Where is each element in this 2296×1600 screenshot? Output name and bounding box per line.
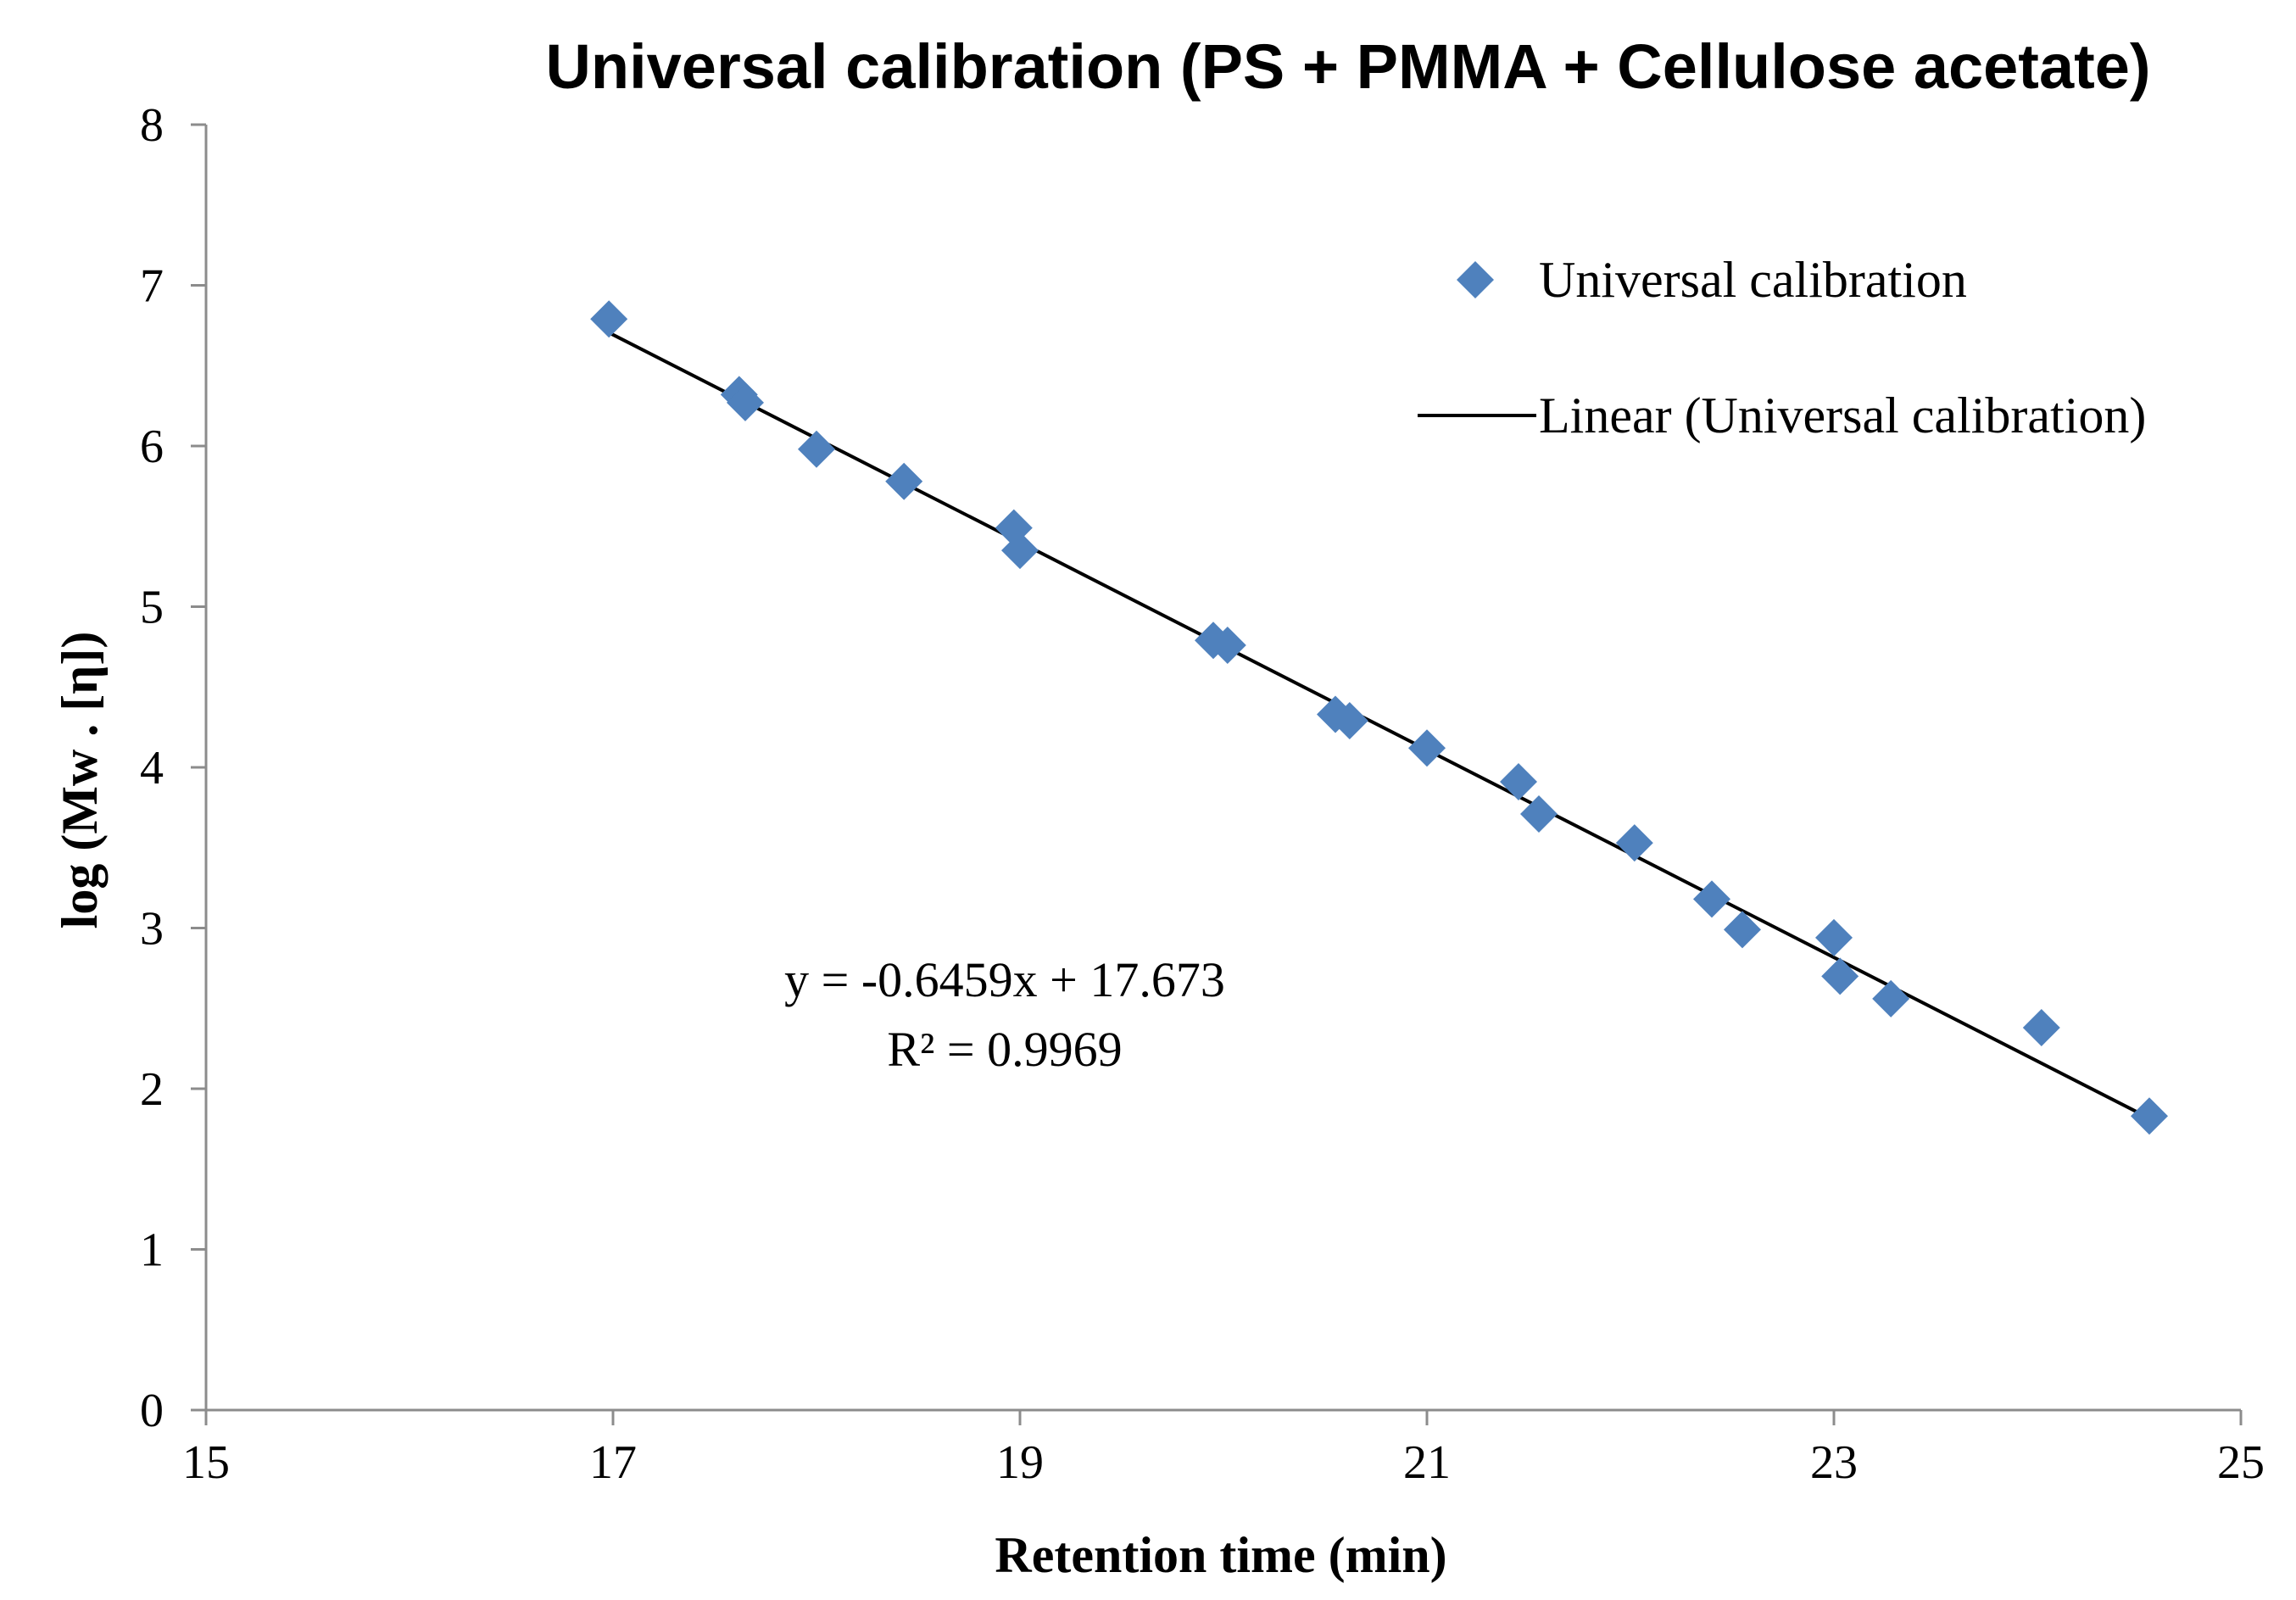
x-tick-label: 21 bbox=[1403, 1436, 1451, 1489]
x-tick-label: 15 bbox=[182, 1436, 230, 1489]
chart-title: Universal calibration (PS + PMMA + Cellu… bbox=[545, 31, 2150, 102]
data-point bbox=[1821, 957, 1859, 995]
data-point bbox=[1724, 911, 1761, 949]
data-point bbox=[1693, 880, 1730, 918]
data-point bbox=[1520, 794, 1558, 833]
x-tick-label: 25 bbox=[2217, 1436, 2265, 1489]
x-tick-label: 23 bbox=[1810, 1436, 1858, 1489]
legend-label-line: Linear (Universal calibration) bbox=[1539, 387, 2146, 443]
legend: Universal calibration Linear (Universal … bbox=[1418, 252, 2146, 443]
data-point bbox=[1408, 729, 1446, 767]
x-tick-label: 19 bbox=[996, 1436, 1044, 1489]
data-point bbox=[1208, 626, 1246, 664]
y-tick-label: 5 bbox=[140, 582, 164, 634]
r-squared-annotation: R² = 0.9969 bbox=[887, 1022, 1122, 1077]
data-point bbox=[1815, 918, 1853, 956]
data-point bbox=[1872, 979, 1910, 1017]
data-point bbox=[885, 462, 923, 500]
legend-marker-scatter bbox=[1457, 261, 1494, 298]
data-point bbox=[1615, 824, 1653, 862]
y-axis-label: log (Mw . [η]) bbox=[52, 632, 108, 929]
y-tick-label: 0 bbox=[140, 1385, 164, 1437]
data-point bbox=[2022, 1008, 2060, 1046]
y-tick-label: 6 bbox=[140, 421, 164, 473]
data-point bbox=[1001, 532, 1039, 570]
legend-label-scatter: Universal calibration bbox=[1539, 252, 1967, 308]
y-tick-label: 8 bbox=[140, 99, 164, 152]
data-point bbox=[727, 383, 764, 421]
data-points bbox=[590, 300, 2168, 1135]
y-tick-label: 1 bbox=[140, 1224, 164, 1277]
y-tick-label: 7 bbox=[140, 260, 164, 313]
data-point bbox=[798, 430, 835, 468]
x-axis-label: Retention time (min) bbox=[995, 1527, 1446, 1583]
y-tick-label: 4 bbox=[140, 742, 164, 794]
data-point bbox=[1500, 763, 1537, 801]
x-tick-label: 17 bbox=[589, 1436, 637, 1489]
data-point bbox=[1330, 702, 1368, 740]
equation-annotation: y = -0.6459x + 17.673 bbox=[784, 952, 1225, 1007]
y-tick-label: 2 bbox=[140, 1063, 164, 1116]
data-point bbox=[590, 300, 628, 338]
data-point bbox=[2131, 1097, 2168, 1135]
y-tick-label: 3 bbox=[140, 903, 164, 956]
